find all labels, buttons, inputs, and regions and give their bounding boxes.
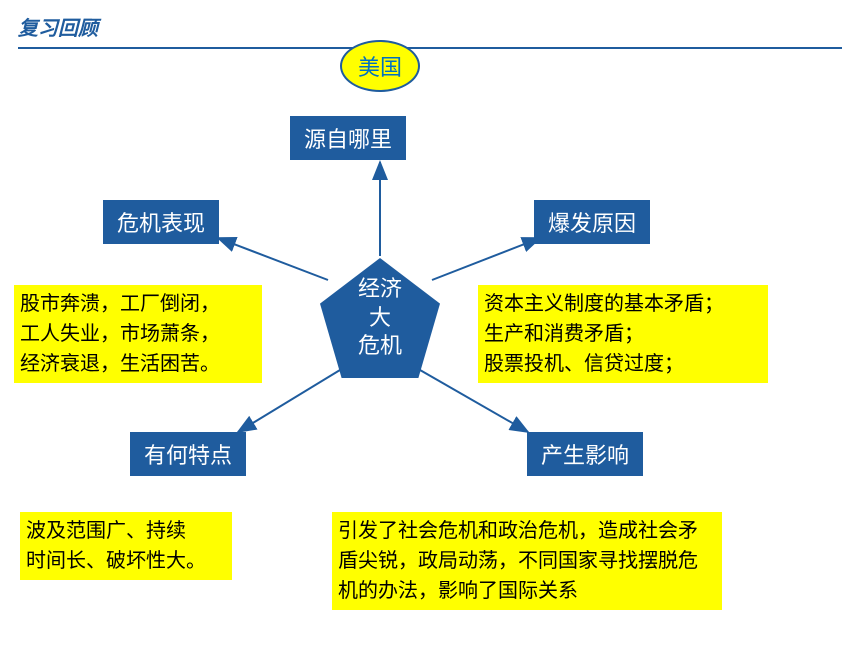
node-impact: 产生影响 [527, 432, 643, 476]
center-line1: 经济 [358, 275, 402, 304]
origin-ellipse: 美国 [340, 40, 420, 92]
detail-characteristics: 波及范围广、持续时间长、破坏性大。 [20, 512, 232, 580]
detail-manifestation: 股市奔溃，工厂倒闭，工人失业，市场萧条，经济衰退，生活困苦。 [14, 285, 262, 383]
center-line3: 危机 [358, 332, 402, 361]
node-characteristics: 有何特点 [130, 432, 246, 476]
detail-impact: 引发了社会危机和政治危机，造成社会矛盾尖锐，政局动荡，不同国家寻找摆脱危机的办法… [332, 512, 722, 610]
detail-cause: 资本主义制度的基本矛盾；生产和消费矛盾；股票投机、信贷过度； [478, 285, 768, 383]
page-title: 复习回顾 [18, 12, 842, 45]
node-origin: 源自哪里 [290, 116, 406, 160]
header: 复习回顾 [18, 12, 842, 49]
center-topic: 经济 大 危机 [320, 258, 440, 378]
header-divider [18, 47, 842, 49]
origin-label: 美国 [358, 50, 402, 82]
center-line2: 大 [369, 304, 391, 333]
node-manifestation: 危机表现 [103, 200, 219, 244]
node-cause: 爆发原因 [534, 200, 650, 244]
